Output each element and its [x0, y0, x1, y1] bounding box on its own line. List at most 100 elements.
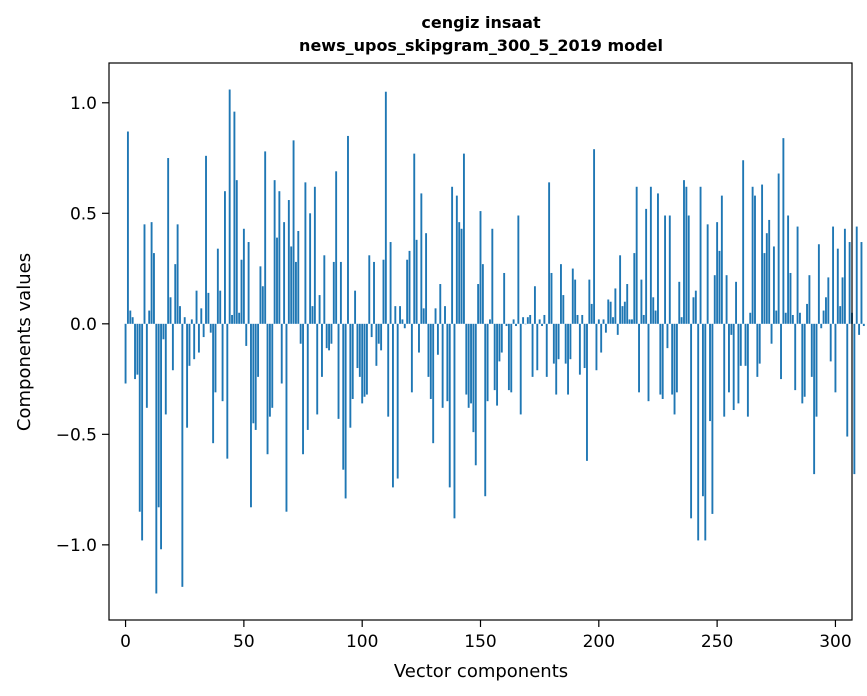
bar-21: [174, 264, 177, 324]
bar-228: [664, 215, 667, 324]
bar-59: [264, 151, 267, 324]
bar-206: [612, 317, 614, 324]
bar-45: [231, 314, 233, 324]
y-tick-label: −0.5: [56, 425, 97, 445]
bar-209: [619, 255, 622, 324]
bar-29: [193, 323, 196, 360]
bar-178: [545, 323, 548, 377]
bar-276: [777, 173, 780, 324]
bar-208: [616, 323, 619, 335]
bar-9: [145, 323, 148, 408]
bar-153: [486, 323, 489, 402]
bar-37: [212, 323, 215, 444]
bar-61: [268, 323, 271, 417]
bar-211: [623, 301, 626, 324]
bar-41: [221, 323, 224, 402]
bar-278: [782, 138, 785, 324]
bar-54: [252, 323, 255, 424]
y-tick-label: 0.0: [70, 315, 97, 335]
bar-221: [647, 323, 650, 402]
bar-309: [855, 226, 858, 324]
bar-148: [474, 323, 477, 466]
bar-72: [294, 261, 297, 324]
bar-42: [224, 191, 226, 324]
bar-28: [190, 319, 193, 324]
bar-18: [167, 158, 170, 324]
bar-4: [134, 323, 136, 380]
bar-69: [287, 200, 290, 324]
bar-215: [633, 253, 636, 324]
chart-title: cengiz insaat: [421, 13, 541, 32]
bar-279: [784, 312, 787, 324]
bar-248: [711, 323, 714, 514]
bar-129: [429, 323, 432, 399]
bar-96: [351, 323, 354, 399]
bar-281: [789, 272, 792, 324]
bar-167: [519, 323, 522, 415]
bar-132: [436, 323, 439, 355]
bar-305: [846, 323, 849, 437]
bar-188: [569, 323, 572, 360]
bar-147: [472, 323, 475, 433]
bar-17: [164, 323, 167, 415]
bar-112: [389, 242, 392, 324]
bar-137: [448, 323, 451, 488]
bar-300: [834, 323, 837, 393]
bar-200: [597, 319, 600, 324]
x-tick-label: 50: [233, 632, 255, 652]
bar-286: [801, 323, 804, 404]
bar-27: [188, 323, 191, 366]
bar-177: [543, 314, 546, 324]
bar-104: [370, 323, 373, 338]
bar-93: [344, 323, 347, 499]
bar-10: [148, 310, 151, 324]
bar-269: [761, 184, 764, 324]
bar-255: [728, 323, 730, 393]
bar-43: [226, 323, 229, 459]
bar-152: [484, 323, 487, 497]
bar-90: [337, 323, 340, 419]
bar-39: [216, 248, 219, 324]
bar-31: [197, 323, 200, 353]
bar-82: [318, 295, 321, 324]
bar-102: [365, 323, 368, 395]
bar-149: [477, 284, 480, 324]
bar-series: [124, 89, 865, 594]
bar-240: [692, 297, 695, 324]
bar-243: [699, 186, 702, 324]
x-tick-label: 100: [346, 632, 378, 652]
bar-283: [794, 323, 797, 391]
bar-62: [271, 323, 274, 408]
bar-247: [709, 323, 711, 422]
bar-212: [626, 284, 629, 324]
bar-273: [770, 323, 773, 344]
bar-239: [690, 323, 693, 519]
bar-1: [126, 131, 129, 324]
bar-275: [775, 310, 778, 324]
bar-127: [425, 233, 428, 324]
bar-79: [311, 306, 314, 324]
bar-48: [238, 312, 241, 324]
bar-106: [375, 323, 378, 366]
bar-131: [434, 308, 437, 324]
bar-138: [451, 186, 454, 324]
bar-53: [250, 323, 252, 508]
chart-subtitle: news_upos_skipgram_300_5_2019 model: [299, 36, 663, 55]
bar-91: [339, 261, 342, 324]
bar-73: [297, 230, 300, 324]
bar-40: [219, 290, 222, 324]
bar-259: [737, 323, 740, 404]
bar-242: [697, 323, 700, 541]
bar-193: [581, 314, 584, 324]
bar-295: [822, 310, 825, 324]
bar-162: [507, 323, 510, 391]
x-tick-label: 0: [120, 632, 131, 652]
bar-109: [382, 259, 385, 324]
bar-86: [328, 323, 330, 351]
bar-60: [266, 323, 269, 455]
bar-101: [363, 323, 366, 397]
bar-296: [825, 297, 827, 324]
bar-287: [803, 323, 806, 397]
bar-214: [630, 319, 633, 324]
